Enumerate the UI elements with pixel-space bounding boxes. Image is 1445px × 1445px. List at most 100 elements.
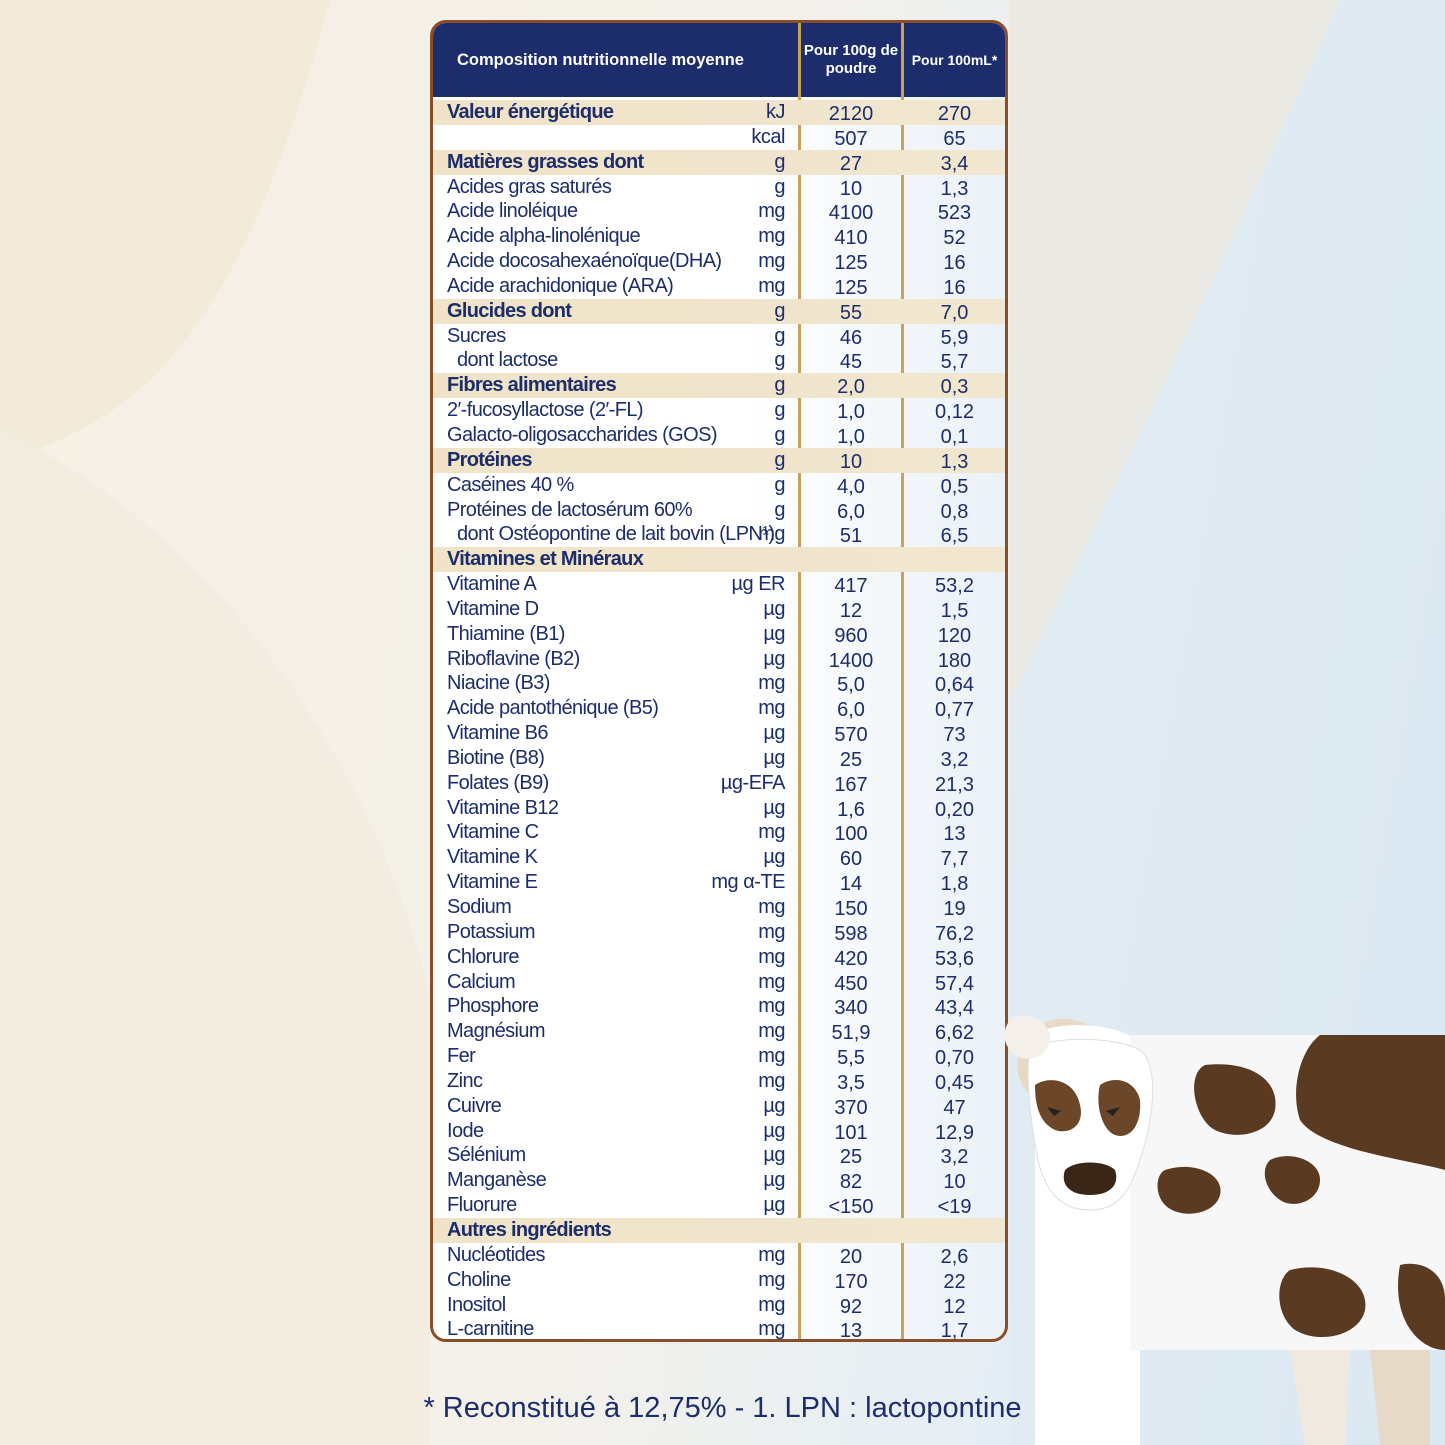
nutrient-label: Riboflavine (B2): [447, 647, 580, 670]
nutrient-label: Iode: [447, 1119, 484, 1142]
table-row: Potassium mg 598 76,2: [433, 920, 1005, 945]
value-per-100g: 5,5: [837, 1047, 865, 1070]
nutrient-unit: mg: [758, 1045, 785, 1068]
nutrient-label: Protéines: [447, 448, 533, 471]
nutrient-unit: mg: [758, 1318, 785, 1341]
nutrient-label: dont lactose: [457, 349, 558, 372]
value-per-100ml: 19: [943, 898, 966, 920]
nutrient-label: Acide linoléique: [447, 200, 578, 223]
table-row: Riboflavine (B2) µg 1400 180: [433, 647, 1005, 672]
value-per-100ml: 0,8: [940, 500, 969, 523]
value-per-100ml: 120: [937, 624, 972, 647]
value-per-100ml: 0,64: [935, 674, 974, 697]
value-per-100ml: 76,2: [935, 922, 974, 945]
table-row: Choline mg 170 22: [433, 1268, 1005, 1293]
nutrient-unit: mg: [758, 945, 785, 968]
nutrient-unit: µg: [763, 1169, 785, 1192]
value-per-100ml: 523: [937, 202, 972, 225]
value-per-100ml: 1,7: [940, 1320, 969, 1342]
nutrient-label: Glucides dont: [447, 299, 572, 322]
nutrient-label: Fer: [447, 1045, 476, 1068]
value-per-100ml: 0,1: [940, 425, 969, 448]
value-per-100ml: 6,62: [935, 1022, 974, 1045]
value-per-100ml: 16: [943, 252, 966, 275]
value-per-100g: 13: [839, 1320, 863, 1342]
nutrient-unit: µg: [763, 1094, 785, 1117]
table-row: Thiamine (B1) µg 960 120: [433, 622, 1005, 647]
value-per-100g: 340: [834, 997, 868, 1020]
value-per-100ml: 13: [943, 823, 966, 846]
table-row: Acide docosahexaénoïque(DHA) mg 125 16: [433, 249, 1005, 274]
value-per-100ml: 7,7: [940, 848, 969, 871]
table-row: Vitamine E mg α-TE 14 1,8: [433, 870, 1005, 895]
nutrient-label: Cuivre: [447, 1094, 502, 1117]
nutrient-label: Matières grasses dont: [447, 150, 644, 173]
nutrient-label: Magnésium: [447, 1020, 546, 1043]
nutrient-unit: mg: [758, 1020, 785, 1043]
nutrient-label: Sélénium: [447, 1144, 526, 1167]
value-per-100ml: 10: [943, 1171, 966, 1194]
table-row: Calcium mg 450 57,4: [433, 970, 1005, 995]
nutrient-unit: mg: [758, 1069, 785, 1092]
value-per-100ml: 22: [943, 1270, 966, 1293]
nutrient-unit: mg α-TE: [711, 871, 785, 894]
nutrient-unit: mg: [758, 896, 785, 918]
nutrient-unit: g: [774, 423, 785, 446]
table-row: Folates (B9) µg-EFA 167 21,3: [433, 771, 1005, 796]
value-per-100ml: 0,45: [935, 1071, 974, 1094]
value-per-100ml: 12: [943, 1295, 966, 1318]
value-per-100g: 46: [839, 326, 863, 349]
table-row: Fluorure µg <150 <19: [433, 1193, 1005, 1218]
value-per-100ml: 270: [937, 103, 972, 125]
value-per-100g: 82: [839, 1171, 863, 1194]
nutrient-unit: µg: [763, 796, 785, 819]
nutrient-label: Acides gras saturés: [447, 175, 612, 198]
value-per-100g: 25: [839, 748, 863, 771]
nutrient-unit: mg: [758, 523, 785, 546]
value-per-100ml: <19: [937, 1196, 972, 1219]
nutrient-label: Acide arachidonique (ARA): [447, 274, 674, 297]
nutrient-unit: g: [774, 498, 785, 521]
value-per-100ml: 1,3: [940, 177, 969, 200]
table-row: dont Ostéopontine de lait bovin (LPN¹) mg…: [433, 522, 1005, 547]
table-row: Sucres g 46 5,9: [433, 324, 1005, 349]
value-per-100g: 598: [834, 922, 868, 945]
value-per-100g: 4,0: [837, 475, 865, 498]
table-row: Matières grasses dont g 27 3,4: [433, 149, 1005, 175]
value-per-100g: 27: [839, 152, 863, 175]
nutrient-unit: g: [774, 349, 785, 372]
nutrient-unit: µg ER: [731, 573, 786, 596]
value-per-100ml: 3,4: [940, 152, 969, 175]
table-row: Fer mg 5,5 0,70: [433, 1044, 1005, 1069]
nutrient-unit: kcal: [751, 125, 785, 148]
value-per-100ml: 16: [943, 276, 966, 299]
value-per-100ml: 7,0: [940, 301, 969, 324]
nutrient-unit: kJ: [766, 101, 786, 123]
nutrient-unit: mg: [758, 250, 785, 273]
nutrient-label: Sodium: [447, 896, 512, 918]
nutrient-label: Potassium: [447, 920, 536, 943]
value-per-100ml: 52: [943, 227, 966, 250]
table-row: Sodium mg 150 19: [433, 895, 1005, 920]
value-per-100g: 125: [834, 276, 868, 299]
nutrition-table: Composition nutritionnelle moyenne Pour …: [430, 20, 1008, 1342]
table-row: Magnésium mg 51,9 6,62: [433, 1019, 1005, 1044]
table-row: Vitamine D µg 12 1,5: [433, 597, 1005, 622]
nutrient-label: Nucléotides: [447, 1243, 546, 1266]
nutrient-unit: µg: [763, 1194, 785, 1217]
table-row: Fibres alimentaires g 2,0 0,3: [433, 373, 1005, 398]
nutrient-unit: g: [774, 399, 785, 422]
cow-illustration: [1004, 1015, 1445, 1445]
nutrient-unit: µg: [763, 647, 785, 670]
value-per-100g: 6,0: [837, 500, 865, 523]
value-per-100g: 417: [834, 575, 868, 598]
nutrient-unit: mg: [758, 200, 785, 223]
value-per-100g: 1,6: [837, 798, 865, 821]
nutrient-unit: g: [774, 473, 785, 496]
nutrient-unit: µg-EFA: [720, 771, 786, 794]
table-row: Acide alpha-linolénique mg 410 52: [433, 224, 1005, 249]
nutrient-label: Inositol: [447, 1293, 506, 1316]
value-per-100g: <150: [828, 1196, 874, 1219]
value-per-100g: 410: [834, 227, 868, 250]
nutrient-label: Vitamine C: [447, 821, 539, 844]
